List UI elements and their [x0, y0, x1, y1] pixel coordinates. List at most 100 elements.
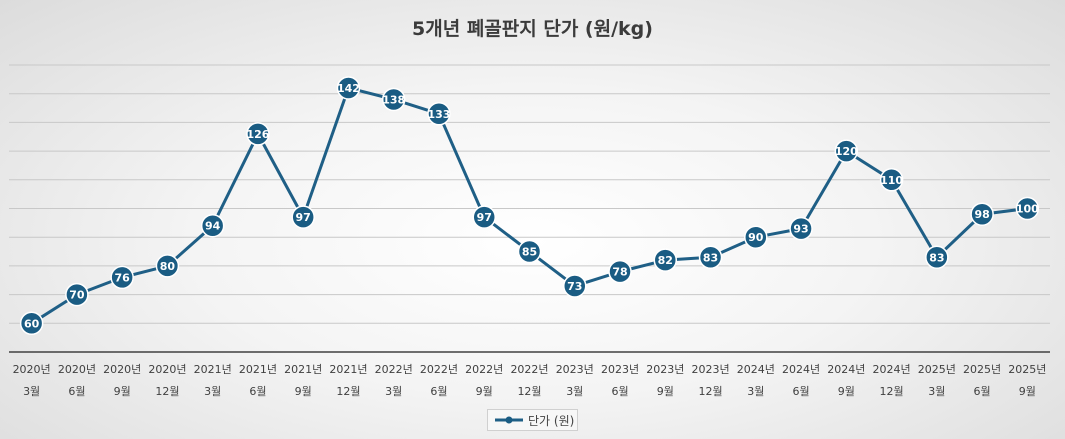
x-tick-label: 2022년 3월	[375, 363, 413, 398]
x-tick-month: 12월	[880, 385, 904, 398]
data-label: 98	[974, 208, 989, 221]
x-tick-label: 2021년 9월	[284, 363, 322, 398]
x-tick-month: 12월	[155, 385, 179, 398]
x-tick-year: 2025년	[1008, 363, 1046, 376]
x-tick-label: 2021년 3월	[194, 363, 232, 398]
x-tick-year: 2020년	[58, 363, 96, 376]
data-label: 83	[703, 251, 718, 264]
x-tick-month: 6월	[793, 385, 810, 398]
data-label: 126	[246, 128, 269, 141]
x-tick-label: 2023년 6월	[601, 363, 639, 398]
data-point	[970, 202, 994, 226]
x-tick-year: 2020년	[148, 363, 186, 376]
data-label: 70	[69, 289, 85, 302]
data-label: 94	[205, 220, 221, 233]
data-label: 133	[427, 108, 450, 121]
data-point	[246, 122, 270, 146]
x-tick-year: 2022년	[510, 363, 548, 376]
x-tick-month: 9월	[114, 385, 131, 398]
x-tick-year: 2021년	[239, 363, 277, 376]
chart-title: 5개년 폐골판지 단가 (원/kg)	[412, 18, 653, 40]
x-tick-label: 2021년 12월	[329, 363, 367, 398]
data-point	[65, 282, 89, 307]
data-point	[19, 311, 44, 336]
data-label: 80	[160, 260, 176, 273]
x-tick-label: 2024년 9월	[827, 363, 865, 398]
data-label: 138	[382, 93, 405, 106]
x-tick-year: 2021년	[329, 363, 367, 376]
x-tick-year: 2024년	[782, 363, 820, 376]
data-point	[608, 259, 632, 284]
data-label: 76	[114, 271, 130, 284]
data-point	[834, 139, 859, 163]
x-tick-label: 2025년 6월	[963, 363, 1001, 398]
x-tick-month: 9월	[476, 385, 493, 398]
data-label: 90	[748, 231, 764, 244]
x-tick-year: 2022년	[375, 363, 413, 376]
x-tick-label: 2021년 6월	[239, 363, 277, 398]
legend-line-marker	[495, 416, 523, 424]
data-point	[698, 245, 723, 270]
data-label: 83	[929, 251, 944, 264]
legend-label: 단가 (원)	[528, 413, 575, 428]
x-tick-month: 3월	[23, 385, 40, 398]
data-point	[291, 205, 315, 229]
data-point	[472, 205, 496, 229]
x-tick-year: 2020년	[13, 363, 51, 376]
x-tick-month: 6월	[974, 385, 991, 398]
data-point	[336, 76, 361, 100]
x-tick-label: 2022년 6월	[420, 363, 458, 398]
x-tick-year: 2024년	[827, 363, 865, 376]
data-point	[925, 245, 949, 270]
x-tick-year: 2023년	[691, 363, 729, 376]
data-point	[517, 239, 542, 264]
data-point	[789, 216, 813, 241]
x-tick-month: 6월	[611, 385, 628, 398]
x-tick-year: 2021년	[194, 363, 232, 376]
x-tick-month: 6월	[430, 385, 447, 398]
x-tick-label: 2022년 9월	[465, 363, 503, 398]
x-tick-label: 2023년 3월	[556, 363, 594, 398]
data-markers: 60 70 76 80 94 126 97 142 138 133 97 85 73 78 82 83 90 93…	[19, 76, 1040, 336]
data-point	[110, 265, 134, 290]
data-point	[1015, 196, 1040, 221]
x-tick-year: 2025년	[918, 363, 956, 376]
data-label: 78	[612, 266, 627, 279]
x-tick-label: 2024년 3월	[737, 363, 775, 398]
x-tick-month: 9월	[1019, 385, 1036, 398]
data-point	[879, 168, 904, 192]
x-tick-year: 2024년	[737, 363, 775, 376]
x-tick-year: 2020년	[103, 363, 141, 376]
data-label: 100	[1016, 203, 1039, 216]
x-tick-label: 2020년 6월	[58, 363, 96, 398]
x-tick-year: 2023년	[646, 363, 684, 376]
x-tick-month: 6월	[249, 385, 266, 398]
x-tick-year: 2022년	[420, 363, 458, 376]
data-label: 120	[835, 145, 858, 158]
x-tick-label: 2022년 12월	[510, 363, 548, 398]
x-tick-label: 2020년 12월	[148, 363, 186, 398]
data-label: 60	[24, 317, 40, 330]
x-tick-year: 2024년	[873, 363, 911, 376]
data-point	[200, 213, 225, 238]
x-tick-month: 3월	[385, 385, 402, 398]
data-point	[653, 248, 678, 272]
data-label: 110	[880, 174, 903, 187]
x-tick-month: 3월	[928, 385, 945, 398]
x-tick-label: 2025년 9월	[1008, 363, 1046, 398]
x-tick-label: 2023년 9월	[646, 363, 684, 398]
series-line	[30, 86, 1029, 325]
data-point	[155, 254, 180, 278]
x-tick-year: 2021년	[284, 363, 322, 376]
data-point	[381, 87, 406, 112]
x-tick-month: 3월	[204, 385, 221, 398]
gridlines	[9, 64, 1050, 324]
x-tick-month: 12월	[517, 385, 541, 398]
x-tick-month: 12월	[698, 385, 722, 398]
data-label: 142	[337, 82, 360, 95]
data-point	[427, 102, 451, 126]
x-tick-month: 12월	[336, 385, 360, 398]
x-tick-month: 9월	[838, 385, 855, 398]
x-tick-label: 2024년 6월	[782, 363, 820, 398]
